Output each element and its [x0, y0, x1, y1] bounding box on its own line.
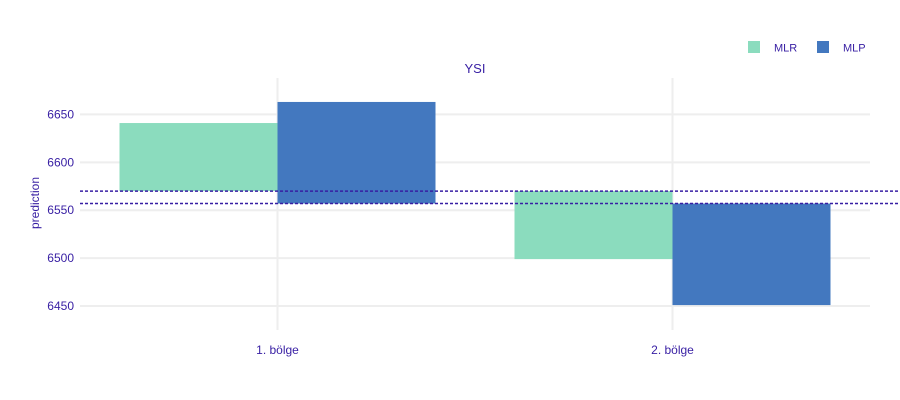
- legend-label-mlp: MLP: [843, 43, 866, 55]
- bar-mlr-1[interactable]: [119, 123, 278, 192]
- y-axis-title: prediction: [28, 177, 42, 229]
- y-tick-label: 6550: [47, 203, 74, 217]
- bar-layer: [119, 101, 831, 306]
- bar-mlr-2[interactable]: [514, 191, 673, 260]
- subplot-title: YSI: [465, 61, 486, 76]
- y-tick-label: 6500: [47, 251, 74, 265]
- y-tick-label: 6600: [47, 155, 74, 169]
- y-tick-label: 6650: [47, 107, 74, 121]
- legend-label-mlr: MLR: [774, 43, 797, 55]
- legend-swatch-mlr[interactable]: [748, 41, 760, 53]
- y-tick-label: 6450: [47, 299, 74, 313]
- tick-layer: 6450 6500 6550 6600 6650 1. bölge 2. bölge: [47, 107, 694, 357]
- legend: MLR MLP: [748, 41, 866, 55]
- bar-mlp-2[interactable]: [672, 203, 831, 306]
- reference-line-layer: [80, 190, 900, 205]
- bar-mlp-1[interactable]: [277, 101, 436, 204]
- x-tick-label: 1. bölge: [256, 343, 299, 357]
- legend-swatch-mlp[interactable]: [817, 41, 829, 53]
- x-tick-label: 2. bölge: [651, 343, 694, 357]
